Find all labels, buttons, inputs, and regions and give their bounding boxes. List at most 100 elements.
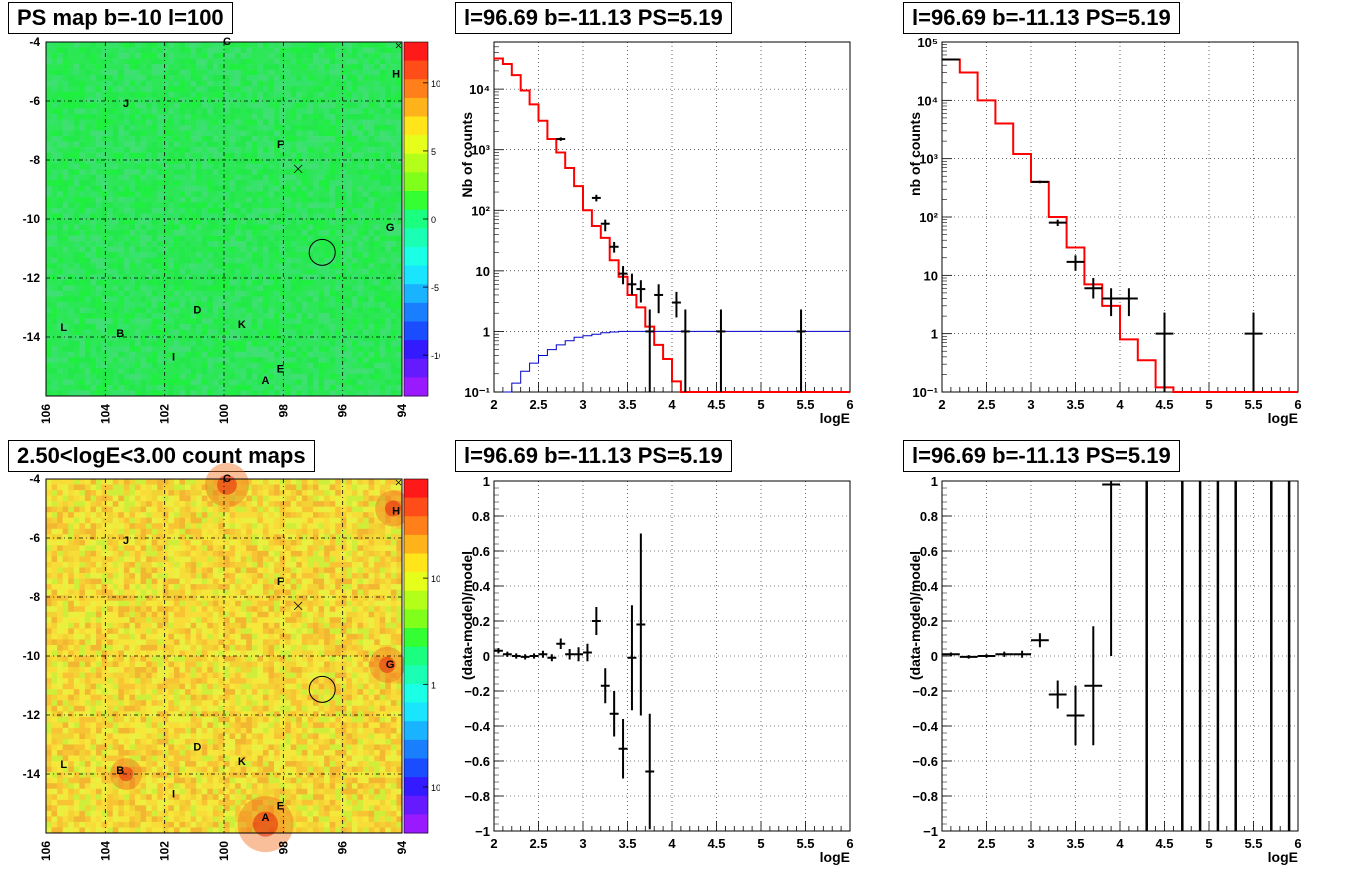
source-label: B	[116, 765, 124, 777]
cross-marker	[293, 601, 303, 611]
colorbar-segment	[404, 358, 428, 378]
y-axis-label: (data-model)/model	[459, 551, 475, 680]
x-tick-label: 2.5	[977, 836, 995, 851]
x-tick-label: 4	[668, 836, 676, 851]
y-tick-label: -6	[29, 94, 40, 108]
source-label: I	[172, 789, 175, 801]
target-circle	[308, 238, 336, 266]
y-tick-label: 10	[924, 268, 938, 283]
y-tick-label: -12	[23, 708, 41, 722]
source-label: C	[223, 473, 231, 485]
x-tick-label: 2	[938, 836, 945, 851]
y-tick-label: 10³	[471, 143, 490, 158]
y-tick-label: 0.4	[920, 579, 939, 594]
source-label: L	[60, 759, 67, 771]
colorbar-tick-label: 10	[431, 574, 440, 584]
y-tick-label: 10⁴	[469, 82, 490, 97]
source-label: J	[123, 98, 129, 110]
x-tick-label: 4.5	[1155, 397, 1173, 412]
hot-spot-core	[217, 475, 237, 495]
count-map-chart: -4 -6 -8 -10 -12 -14 106 104 102 100 98 96 94 A B C D E F G…	[23, 462, 440, 861]
y-tick-label: 1	[483, 324, 490, 339]
model-step-line	[494, 57, 850, 393]
x-tick-label: 100	[217, 404, 231, 424]
y-tick-label: 10⁵	[917, 35, 938, 50]
y-tick-label: -14	[23, 330, 41, 344]
x-tick-label: 5	[757, 397, 764, 412]
colorbar-segment	[404, 628, 428, 648]
y-tick-label: -6	[29, 531, 40, 545]
colorbar-segment	[404, 646, 428, 666]
model-step-line	[942, 58, 1298, 393]
y-tick-label: 10	[476, 264, 490, 279]
source-label: F	[277, 139, 284, 151]
colorbar-segment	[404, 497, 428, 517]
colorbar-segment	[404, 479, 428, 499]
colorbar-segment	[404, 516, 428, 536]
x-tick-label: 98	[276, 404, 290, 418]
x-tick-label: 96	[336, 841, 350, 855]
source-label: B	[116, 328, 124, 340]
source-label: G	[386, 222, 395, 234]
spectrum-left-title: l=96.69 b=-11.13 PS=5.19	[455, 2, 732, 34]
y-tick-label: 0.2	[920, 614, 938, 629]
y-tick-label: 0.6	[472, 544, 490, 559]
colorbar-segment	[404, 758, 428, 778]
source-label: H	[392, 68, 400, 80]
source-label: L	[60, 322, 67, 334]
y-tick-label: −1	[923, 824, 938, 839]
source-label: I	[172, 352, 175, 364]
x-tick-label: 98	[276, 841, 290, 855]
x-tick-label: 3.5	[618, 836, 636, 851]
x-tick-label: 5.5	[1244, 836, 1262, 851]
hot-spot-core	[252, 811, 279, 837]
colorbar-segment	[404, 777, 428, 797]
x-tick-label: 106	[39, 841, 53, 861]
x-tick-label: 3	[1027, 397, 1034, 412]
y-tick-label: -10	[23, 212, 41, 226]
source-label: H	[392, 505, 400, 517]
x-tick-label: 4.5	[707, 836, 725, 851]
y-tick-label: 10³	[919, 152, 938, 167]
x-tick-label: 4	[1116, 836, 1124, 851]
plot-frame	[45, 41, 403, 397]
y-tick-label: 0.8	[920, 509, 938, 524]
x-tick-label: 3	[579, 836, 586, 851]
x-tick-label: 5	[757, 836, 764, 851]
y-tick-label: 0.4	[472, 579, 491, 594]
plot-frame	[45, 478, 403, 834]
hot-spot-core	[385, 500, 402, 517]
y-tick-label: -4	[29, 35, 40, 49]
source-label: K	[238, 756, 246, 768]
colorbar-tick-label: 10⁻¹	[431, 783, 440, 793]
x-tick-label: 94	[395, 841, 409, 855]
hot-spot-core	[379, 656, 396, 673]
x-axis-label: logE	[820, 849, 850, 865]
colorbar-segment	[404, 302, 428, 322]
y-tick-label: -14	[23, 767, 41, 781]
colorbar-segment	[404, 683, 428, 704]
x-tick-label: 3.5	[1066, 397, 1084, 412]
colorbar-segment	[404, 377, 428, 397]
y-tick-label: −1	[475, 824, 490, 839]
source-label: E	[277, 363, 284, 375]
y-tick-label: 0.8	[472, 509, 490, 524]
source-label: K	[238, 319, 246, 331]
colorbar-segment	[404, 795, 428, 815]
x-tick-label: 5.5	[796, 397, 814, 412]
colorbar-segment	[404, 553, 428, 573]
corner-marker	[395, 479, 402, 486]
x-tick-label: 100	[217, 841, 231, 861]
y-tick-label: 10²	[919, 210, 938, 225]
source-label: A	[262, 375, 270, 387]
colorbar-segment	[404, 590, 428, 610]
x-tick-label: 104	[98, 404, 112, 424]
x-tick-label: 4	[1116, 397, 1124, 412]
colorbar-segment	[404, 191, 428, 211]
y-axis-label: Nb of counts	[459, 112, 475, 198]
source-label: E	[277, 800, 284, 812]
x-tick-label: 2	[490, 397, 497, 412]
y-tick-label: −0.6	[912, 754, 938, 769]
x-tick-label: 102	[158, 404, 172, 424]
